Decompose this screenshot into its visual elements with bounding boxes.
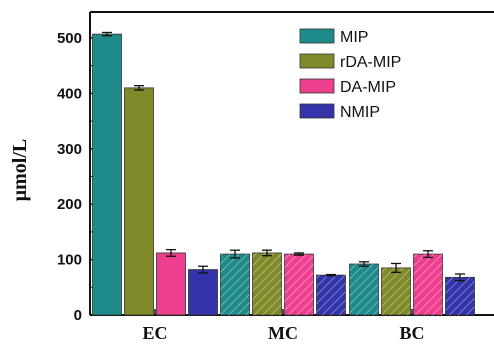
y-axis-title: μmol/L (9, 139, 31, 201)
bar-hatch (381, 267, 411, 315)
bar-rda-mip (124, 87, 154, 316)
legend-swatch-da-mip (299, 78, 335, 94)
bar-mip (92, 33, 122, 316)
y-tick-label: 100 (57, 252, 82, 269)
bar-da-mip (156, 252, 186, 316)
y-tick-label: 0 (74, 307, 82, 324)
bar-hatch (252, 252, 282, 315)
legend-swatch-nmip (299, 103, 335, 119)
legend-swatch-rda-mip (299, 53, 335, 69)
y-tick-label: 300 (57, 141, 82, 158)
legend-swatch-mip (299, 28, 335, 44)
x-tick-label: BC (399, 323, 424, 343)
bar-hatch (413, 254, 443, 315)
y-tick-label: 200 (57, 196, 82, 213)
bar-hatch (445, 277, 475, 315)
plot-area: 0 100 200 300 400 500 EC MC BC MIP rDA-MIP DA-MIP NM… (57, 11, 494, 343)
y-tick-label: 400 (57, 85, 82, 102)
bar-hatch (220, 254, 250, 315)
bar-hatch (316, 275, 346, 315)
legend-label: NMIP (340, 104, 380, 121)
y-tick-label: 500 (57, 30, 82, 47)
bar-hatch (284, 254, 314, 315)
x-tick-label: EC (142, 323, 167, 343)
bar-hatch (349, 264, 379, 315)
legend-label: DA-MIP (340, 79, 396, 96)
x-tick-label: MC (268, 323, 298, 343)
bar-nmip (188, 269, 218, 316)
legend-label: MIP (340, 29, 368, 46)
legend-label: rDA-MIP (340, 54, 401, 71)
